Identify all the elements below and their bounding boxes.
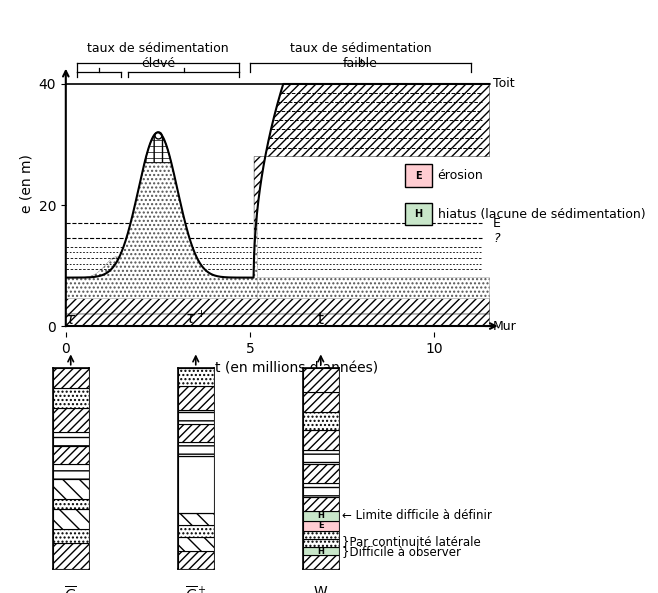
Bar	[303, 555, 339, 569]
Bar	[178, 442, 214, 457]
Bar	[178, 513, 214, 525]
Bar	[303, 430, 339, 450]
Text: Mur: Mur	[494, 320, 517, 333]
Bar	[178, 551, 214, 569]
Y-axis label: e (en m): e (en m)	[19, 154, 33, 213]
Bar	[53, 479, 89, 499]
Bar	[53, 509, 89, 529]
Bar	[53, 388, 89, 408]
Text: E: E	[415, 171, 422, 180]
Text: Toit: Toit	[494, 78, 515, 91]
Bar	[178, 525, 214, 537]
Bar	[303, 511, 339, 521]
Text: érosion: érosion	[438, 169, 484, 182]
Bar	[303, 539, 339, 547]
Bar	[178, 457, 214, 513]
Bar	[53, 499, 89, 509]
Bar	[178, 368, 214, 386]
Bar	[53, 447, 89, 464]
X-axis label: t (en millions d'années): t (en millions d'années)	[215, 361, 378, 375]
Bar	[303, 531, 339, 539]
Bar	[303, 521, 339, 531]
Bar	[303, 547, 339, 555]
Text: E: E	[318, 521, 324, 530]
Text: taux de sédimentation
faible: taux de sédimentation faible	[290, 42, 432, 69]
Bar	[53, 529, 89, 543]
Text: H: H	[317, 511, 324, 520]
Text: hiatus (lacune de sédimentation): hiatus (lacune de sédimentation)	[438, 208, 645, 221]
Text: E: E	[494, 216, 501, 229]
Bar	[303, 497, 339, 511]
Bar	[303, 368, 339, 392]
Bar	[53, 432, 89, 447]
Bar	[53, 543, 89, 569]
Bar	[178, 410, 214, 424]
Text: ?: ?	[494, 232, 500, 245]
Text: H: H	[415, 209, 422, 219]
Text: $\overline{G}^+$: $\overline{G}^+$	[185, 585, 207, 593]
Text: $\tau$: $\tau$	[65, 313, 76, 327]
Text: }Par continuité latérale: }Par continuité latérale	[342, 535, 481, 549]
Bar	[178, 424, 214, 442]
Bar	[178, 347, 214, 368]
Text: $\overline{G}$: $\overline{G}$	[64, 585, 77, 593]
Text: H: H	[317, 547, 324, 556]
Bar	[53, 368, 89, 388]
Text: taux de sédimentation
élevé: taux de sédimentation élevé	[87, 42, 229, 69]
Bar	[53, 408, 89, 432]
Bar	[303, 392, 339, 412]
Bar	[303, 450, 339, 464]
Text: t: t	[318, 313, 324, 327]
Text: ← Limite difficile à définir: ← Limite difficile à définir	[342, 509, 492, 522]
Bar	[303, 483, 339, 497]
Text: W: W	[314, 585, 328, 593]
Text: }Difficile à observer: }Difficile à observer	[342, 544, 461, 557]
Bar	[53, 464, 89, 479]
Bar	[303, 464, 339, 483]
Text: $\tau^+$: $\tau^+$	[185, 310, 207, 327]
Bar	[178, 537, 214, 551]
Bar	[178, 386, 214, 410]
Bar	[303, 412, 339, 430]
